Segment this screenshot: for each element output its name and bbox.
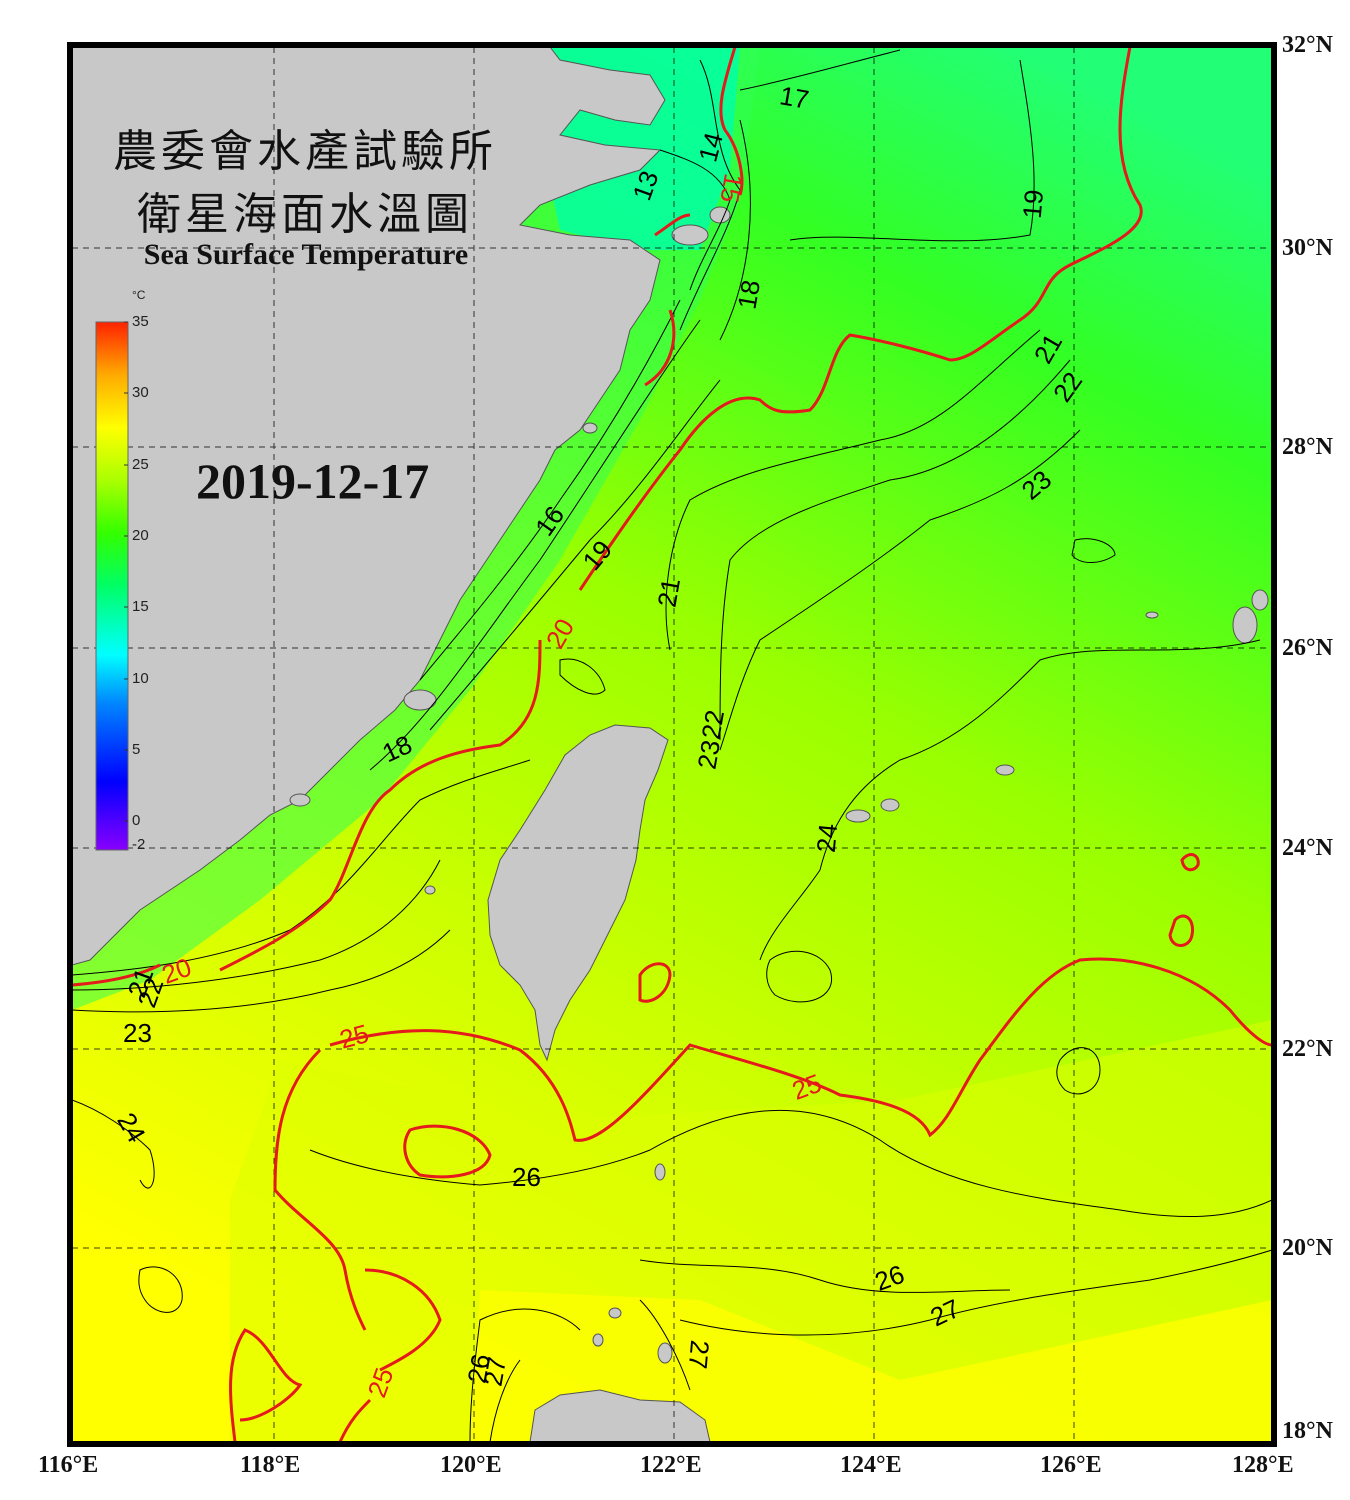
black-label: 22 <box>696 708 731 742</box>
black-label: 19 <box>1017 188 1049 219</box>
isotherm-22 <box>719 359 1071 741</box>
isotherm-16 <box>419 299 681 681</box>
isotherm-19 <box>429 379 721 731</box>
colorbar-tick-label: 0 <box>132 812 141 829</box>
isotherm-17 <box>719 49 901 341</box>
lon-label: 116°E <box>38 1452 99 1478</box>
eddy-loop-1 <box>766 950 833 1003</box>
eddy-loop-2 <box>1056 1047 1101 1095</box>
title-english: Sea Surface Temperature <box>143 238 469 271</box>
lon-label: 122°E <box>640 1452 702 1478</box>
isotherm-25-west <box>273 1048 367 1331</box>
lat-label: 18°N <box>1282 1418 1333 1444</box>
colorbar-unit: °C <box>132 288 146 302</box>
black-label: 18 <box>732 278 767 312</box>
lat-label: 26°N <box>1282 635 1333 661</box>
colorbar-tick-label: 10 <box>132 670 149 687</box>
isotherm-15-coast <box>644 213 691 387</box>
isotherm-23 <box>719 429 1081 751</box>
isotherm-21 <box>665 329 1041 651</box>
colorbar-ticks <box>124 321 128 822</box>
isotherm-27 <box>679 1249 1272 1336</box>
isotherm-25-loop <box>403 1124 492 1179</box>
black-label: 23 <box>123 1018 152 1048</box>
isotherm-24 <box>759 639 1261 961</box>
lat-label: 28°N <box>1282 434 1333 460</box>
red-loop-2 <box>1168 914 1195 947</box>
isotherm-20-west <box>72 639 542 987</box>
lon-label: 128°E <box>1232 1452 1294 1478</box>
lat-label: 32°N <box>1282 32 1333 58</box>
black-label: 26 <box>512 1162 541 1192</box>
black-label: 27 <box>683 1339 715 1370</box>
lon-label: 124°E <box>840 1452 902 1478</box>
lat-label: 20°N <box>1282 1235 1333 1261</box>
lon-label: 118°E <box>240 1452 301 1478</box>
lat-label: 24°N <box>1282 835 1333 861</box>
red-isotherms <box>72 47 1272 1442</box>
isotherm-21-west <box>72 759 531 976</box>
title-chinese-line1: 農委會水產試驗所 <box>113 126 497 177</box>
eddy-loop-3 <box>138 1266 183 1313</box>
isotherm-15 <box>719 47 744 196</box>
isotherm-23-west <box>72 929 451 1013</box>
isotherm-26-south <box>639 1259 1011 1293</box>
colorbar-tick-label: 25 <box>132 456 149 473</box>
colorbar-tick-label: 5 <box>132 741 141 758</box>
taiwan-island <box>487 724 669 1062</box>
map-date: 2019-12-17 <box>196 453 430 509</box>
red-loop-3 <box>1180 853 1200 872</box>
mainland-china <box>72 47 666 966</box>
lon-label: 126°E <box>1040 1452 1102 1478</box>
graticule <box>72 47 1272 1442</box>
small-islands <box>289 206 1269 1364</box>
red-loop-1 <box>638 962 672 1003</box>
black-isotherms <box>72 49 1272 1442</box>
isotherm-25 <box>329 957 1272 1142</box>
colorbar-tick-label: 20 <box>132 527 149 544</box>
colorbar <box>95 321 129 851</box>
isotherm-26 <box>309 1109 1272 1218</box>
isotherm-13 <box>659 149 731 291</box>
red-label: 15 <box>714 171 749 205</box>
colorbar-tick-label: 35 <box>132 313 149 330</box>
eddy-loop-4 <box>559 658 606 695</box>
black-label: 27 <box>478 1355 513 1389</box>
lat-label: 22°N <box>1282 1036 1333 1062</box>
colorbar-tick-label: 15 <box>132 598 149 615</box>
black-label: 24 <box>811 822 843 853</box>
isotherm-20 <box>578 47 1143 591</box>
black-label: 21 <box>652 576 687 610</box>
lat-label: 30°N <box>1282 235 1333 261</box>
isotherm-27-luzon <box>489 1299 691 1442</box>
isotherm-19-north <box>789 59 1035 242</box>
isotherm-26-luzon <box>469 1308 581 1442</box>
isotherm-22-west <box>72 859 441 991</box>
isotherm-24-west <box>72 1099 155 1189</box>
luzon-island <box>529 1389 711 1442</box>
isotherm-18 <box>369 319 701 771</box>
lon-label: 120°E <box>440 1452 502 1478</box>
black-label: 23 <box>692 738 727 772</box>
map-frame <box>67 42 1277 1447</box>
title-chinese-line2: 衛星海面水溫圖 <box>137 189 473 240</box>
black-label: 17 <box>777 80 811 115</box>
colorbar-tick-label: -2 <box>132 836 146 853</box>
black-label: 26 <box>462 1352 497 1386</box>
colorbar-tick-label: 30 <box>132 384 149 401</box>
isotherm-25-sw <box>229 1328 303 1442</box>
isotherm-25-south <box>338 1268 442 1442</box>
eddy-loop-5 <box>1071 538 1116 563</box>
